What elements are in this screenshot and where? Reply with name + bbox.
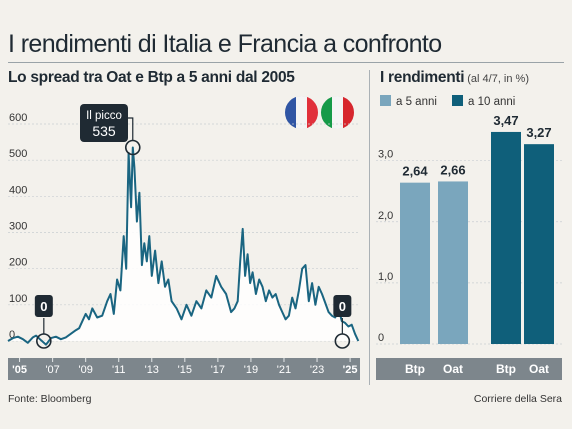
yields-bar-chart: 0 1,0 2,0 3,0 2,64 2,66 3,47 3,27 Btp Oat Btp Oat <box>376 113 562 380</box>
legend-swatch-10y <box>452 95 463 106</box>
y-tick-label: 0 <box>9 329 15 341</box>
bar-value-label: 2,66 <box>440 162 465 177</box>
credit-note: Corriere della Sera <box>473 393 562 405</box>
y-tick-label: 500 <box>9 148 27 160</box>
yields-chart-title: I rendimenti (al 4/7, in %) <box>380 69 529 87</box>
spread-chart-title: Lo spread tra Oat e Btp a 5 anni dal 200… <box>8 69 295 86</box>
spread-line <box>7 146 360 346</box>
x-tick-label: '23 <box>310 364 324 376</box>
column-divider <box>369 70 370 385</box>
legend-item-10y: a 10 anni <box>452 95 515 108</box>
bar-value-label: 3,47 <box>493 113 518 128</box>
x-tick-label: '19 <box>244 364 258 376</box>
source-note: Fonte: Bloomberg <box>8 393 92 405</box>
bar-5y <box>400 182 430 344</box>
y-tick-label: 600 <box>9 112 27 124</box>
spread-chart: 0 100 200 300 400 500 600 '05 '07 '09 '11 '13 '15 '17… <box>7 104 360 380</box>
callout-box-end <box>333 295 352 317</box>
page-title: I rendimenti di Italia e Francia a confr… <box>8 30 442 58</box>
x-category-label: Oat <box>529 362 549 376</box>
callout-value-peak: 535 <box>92 123 116 139</box>
bar-10y <box>524 144 554 344</box>
bar-value-label: 3,27 <box>526 125 551 140</box>
y-tick-label: 100 <box>9 293 27 305</box>
y-tick-label: 3,0 <box>378 149 393 161</box>
x-tick-label: '15 <box>178 364 192 376</box>
y-tick-label: 400 <box>9 184 27 196</box>
legend-label-5y: a 5 anni <box>396 96 437 108</box>
callout-label-end: 0 <box>339 299 346 314</box>
y-tick-label: 200 <box>9 257 27 269</box>
bar-5y <box>438 181 468 344</box>
legend-swatch-5y <box>380 95 391 106</box>
legend-label-10y: a 10 anni <box>468 96 516 108</box>
callout-box-peak <box>80 104 128 142</box>
y-tick-label: 1,0 <box>378 271 393 283</box>
x-category-label: Btp <box>405 362 425 376</box>
y-tick-label: 0 <box>378 332 384 344</box>
legend-item-5y: a 5 anni <box>380 95 437 108</box>
italy-flag-icon <box>321 96 354 129</box>
title-divider <box>8 62 564 63</box>
y-tick-label: 2,0 <box>378 210 393 222</box>
x-category-label: Btp <box>496 362 516 376</box>
x-tick-label: '07 <box>45 364 59 376</box>
y-tick-label: 300 <box>9 221 27 233</box>
bar-value-label: 2,64 <box>402 164 428 179</box>
x-tick-label: '05 <box>12 364 27 376</box>
x-axis-band <box>376 358 562 380</box>
x-tick-label: '09 <box>78 364 92 376</box>
x-tick-label: '25 <box>343 364 358 376</box>
yields-subtitle: (al 4/7, in %) <box>467 73 529 85</box>
x-category-label: Oat <box>443 362 463 376</box>
callout-label-peak: Il picco <box>86 110 122 122</box>
x-tick-label: '21 <box>277 364 291 376</box>
bar-10y <box>491 131 521 344</box>
x-axis-band <box>8 358 360 380</box>
x-tick-label: '11 <box>112 364 126 376</box>
callout-box-start <box>34 295 53 317</box>
callout-leader-peak <box>128 117 134 141</box>
france-flag-icon <box>285 96 318 129</box>
x-tick-label: '13 <box>145 364 159 376</box>
callout-label-start: 0 <box>40 299 47 314</box>
yields-title-text: I rendimenti <box>380 69 465 86</box>
x-tick-label: '17 <box>211 364 225 376</box>
